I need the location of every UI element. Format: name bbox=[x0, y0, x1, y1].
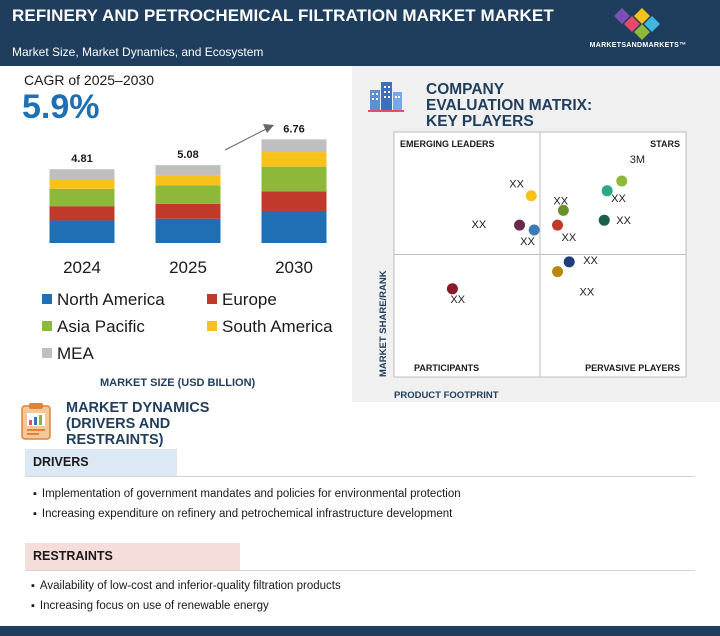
company-point bbox=[598, 214, 610, 226]
restraint-item: Availability of low-cost and inferior-qu… bbox=[31, 580, 341, 592]
bar-segment-north-america bbox=[261, 210, 327, 243]
bar-segment-north-america bbox=[49, 220, 115, 243]
bar-total-label: 5.08 bbox=[177, 149, 198, 161]
legend-swatch bbox=[207, 321, 217, 331]
chart-x-axis-label: MARKET SIZE (USD BILLION) bbox=[100, 377, 256, 389]
x-tick-label: 2024 bbox=[63, 258, 101, 277]
bar-segment-europe bbox=[155, 203, 221, 219]
company-point bbox=[525, 190, 537, 202]
bar-segment-mea bbox=[155, 165, 221, 176]
market-dynamics-title-line: (DRIVERS AND bbox=[66, 416, 171, 432]
legend-item: South America bbox=[207, 317, 333, 337]
company-point-label: XX bbox=[580, 287, 595, 299]
company-point bbox=[601, 185, 613, 197]
company-point-label: XX bbox=[611, 193, 626, 205]
x-tick-label: 2025 bbox=[169, 258, 207, 277]
legend-label: Europe bbox=[222, 290, 277, 309]
growth-arrow-line bbox=[224, 127, 269, 151]
bar-segment-europe bbox=[261, 191, 327, 211]
legend-label: North America bbox=[57, 290, 165, 309]
legend-label: South America bbox=[222, 317, 333, 336]
bar-segment-south-america bbox=[49, 179, 115, 189]
page-title: REFINERY AND PETROCHEMICAL FILTRATION MA… bbox=[12, 6, 554, 25]
bar-segment-asia-pacific bbox=[49, 188, 115, 207]
company-point-label: 3M bbox=[630, 154, 645, 166]
market-dynamics-title-line: RESTRAINTS) bbox=[66, 432, 164, 448]
company-point bbox=[552, 219, 564, 231]
company-evaluation-matrix: EMERGING LEADERS STARS PARTICIPANTS PERVASI… bbox=[378, 131, 687, 401]
company-point-label: XX bbox=[562, 232, 577, 244]
bar-segment-asia-pacific bbox=[155, 185, 221, 204]
growth-arrow-head-icon bbox=[263, 124, 274, 133]
footer-bar bbox=[0, 626, 720, 636]
header-banner: REFINERY AND PETROCHEMICAL FILTRATION MA… bbox=[0, 0, 720, 66]
matrix-x-axis-label: PRODUCT FOOTPRINT bbox=[394, 390, 499, 401]
bar-total-label: 6.76 bbox=[283, 123, 304, 135]
drivers-divider bbox=[25, 476, 695, 477]
market-dynamics-title-line: MARKET DYNAMICS bbox=[66, 400, 210, 416]
company-point-label: XX bbox=[583, 255, 598, 267]
chart-legend: North America Europe Asia Pacific South Ame… bbox=[42, 290, 362, 365]
market-dynamics-title: MARKET DYNAMICS (DRIVERS AND RESTRAINTS) bbox=[66, 400, 209, 448]
quadrant-label-pervasive-players: PERVASIVE PLAYERS bbox=[585, 363, 680, 373]
company-point-label: XX bbox=[520, 236, 535, 248]
bar-segment-mea bbox=[49, 169, 115, 180]
page-subtitle: Market Size, Market Dynamics, and Ecosys… bbox=[12, 45, 264, 59]
quadrant-label-participants: PARTICIPANTS bbox=[414, 363, 479, 373]
restraints-divider bbox=[25, 570, 695, 571]
bar-segment-south-america bbox=[155, 175, 221, 186]
restraints-tag: RESTRAINTS bbox=[25, 543, 240, 570]
cagr-label: CAGR of 2025–2030 bbox=[24, 72, 154, 88]
company-evaluation-matrix-panel: COMPANY EVALUATION MATRIX: KEY PLAYERS E… bbox=[352, 66, 720, 402]
legend-label: Asia Pacific bbox=[57, 317, 145, 336]
company-point bbox=[528, 224, 540, 236]
bar-segment-europe bbox=[49, 206, 115, 221]
company-point bbox=[557, 204, 569, 216]
company-point bbox=[552, 266, 564, 278]
bar-segment-north-america bbox=[155, 218, 221, 243]
x-tick-label: 2030 bbox=[275, 258, 313, 277]
company-point-label: XX bbox=[553, 195, 568, 207]
legend-item: MEA bbox=[42, 344, 94, 364]
bar-segment-south-america bbox=[261, 152, 327, 167]
legend-label: MEA bbox=[57, 344, 94, 363]
market-size-bar-chart: 4.81 2024 5.08 2025 6.76 2030 bbox=[49, 123, 327, 277]
quadrant-label-emerging-leaders: EMERGING LEADERS bbox=[400, 139, 495, 149]
company-point bbox=[514, 219, 526, 231]
matrix-title: COMPANY EVALUATION MATRIX: KEY PLAYERS bbox=[426, 81, 593, 130]
cagr-value: 5.9% bbox=[22, 88, 100, 126]
buildings-icon bbox=[368, 82, 404, 112]
restraint-item: Increasing focus on use of renewable ene… bbox=[31, 600, 269, 612]
legend-swatch bbox=[207, 294, 217, 304]
company-point bbox=[616, 175, 628, 187]
company-point bbox=[446, 283, 458, 295]
legend-item: North America bbox=[42, 290, 165, 310]
driver-item: Implementation of government mandates an… bbox=[33, 488, 461, 500]
company-point-label: XX bbox=[509, 179, 524, 191]
legend-swatch bbox=[42, 294, 52, 304]
marketsandmarkets-logo: MARKETSANDMARKETS™ bbox=[578, 6, 698, 58]
driver-item: Increasing expenditure on refinery and p… bbox=[33, 508, 452, 520]
drivers-tag: DRIVERS bbox=[25, 449, 177, 476]
bar-segment-mea bbox=[261, 139, 327, 153]
company-point bbox=[563, 256, 575, 268]
bar-total-label: 4.81 bbox=[71, 153, 92, 165]
legend-item: Asia Pacific bbox=[42, 317, 145, 337]
quadrant-label-stars: STARS bbox=[650, 139, 680, 149]
legend-swatch bbox=[42, 321, 52, 331]
logo-diamonds-icon bbox=[614, 8, 660, 40]
logo-text: MARKETSANDMARKETS™ bbox=[589, 42, 687, 49]
clipboard-icon bbox=[21, 403, 51, 440]
matrix-y-axis-label: MARKET SHARE/RANK bbox=[378, 270, 389, 377]
bar-segment-asia-pacific bbox=[261, 166, 327, 192]
company-point-label: XX bbox=[450, 294, 465, 306]
legend-swatch bbox=[42, 348, 52, 358]
company-point-label: XX bbox=[472, 219, 487, 231]
legend-item: Europe bbox=[207, 290, 277, 310]
company-point-label: XX bbox=[616, 215, 631, 227]
